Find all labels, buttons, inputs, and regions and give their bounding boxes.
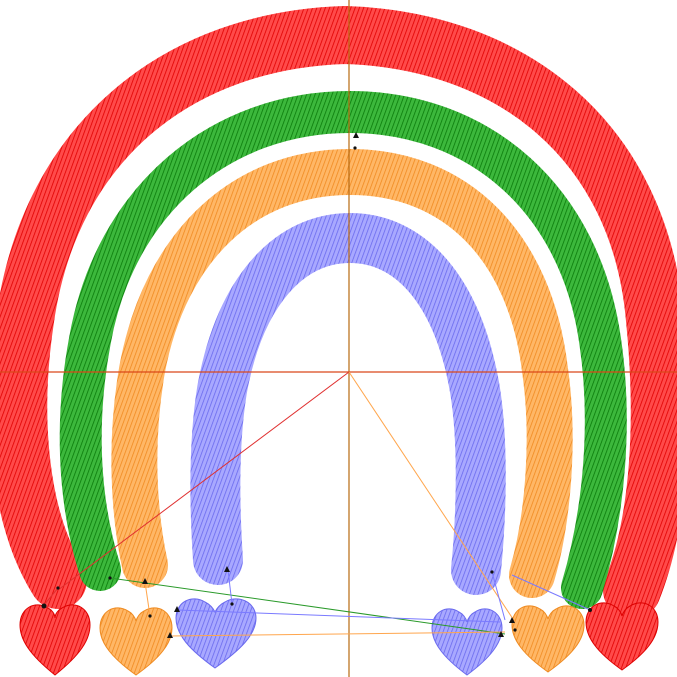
jump-orange-left xyxy=(144,581,151,617)
marker-dot xyxy=(588,608,592,612)
marker-triangle xyxy=(509,617,515,623)
marker-dot xyxy=(230,602,234,606)
red-arch xyxy=(0,5,677,619)
marker-dot xyxy=(56,586,60,590)
marker-triangle xyxy=(498,631,504,637)
orange-arch xyxy=(111,148,573,598)
blue-arch xyxy=(190,212,506,595)
jump-green-right xyxy=(511,574,591,611)
marker-dot xyxy=(41,603,47,609)
marker-dot xyxy=(353,146,357,150)
marker-triangle xyxy=(353,132,359,138)
marker-dot xyxy=(513,628,517,632)
jump-blue-left xyxy=(227,569,233,605)
jump-green-long xyxy=(109,577,506,635)
heart-orange-right xyxy=(511,605,585,673)
marker-triangle xyxy=(174,606,180,612)
jump-blue-across xyxy=(177,609,501,623)
jump-orange-center xyxy=(348,371,516,623)
jump-orange-across xyxy=(169,631,506,637)
heart-blue-left xyxy=(175,598,257,669)
green-arch xyxy=(59,90,627,609)
jump-stitches xyxy=(43,371,591,637)
stitch-markers xyxy=(41,132,592,638)
marker-dot xyxy=(108,576,112,580)
marker-triangle xyxy=(224,566,230,572)
jump-blue-right xyxy=(491,571,506,621)
hearts xyxy=(19,598,659,676)
marker-triangle xyxy=(167,632,173,638)
marker-triangle xyxy=(142,578,148,584)
jump-red-left-heart xyxy=(43,587,59,606)
rainbow-arches xyxy=(0,5,677,619)
heart-red-left xyxy=(19,604,91,676)
marker-dot xyxy=(490,570,494,574)
heart-red-right xyxy=(585,602,659,671)
heart-orange-left xyxy=(99,607,173,676)
jump-red-center xyxy=(57,371,350,591)
heart-blue-right xyxy=(431,608,503,676)
marker-dot xyxy=(148,614,152,618)
